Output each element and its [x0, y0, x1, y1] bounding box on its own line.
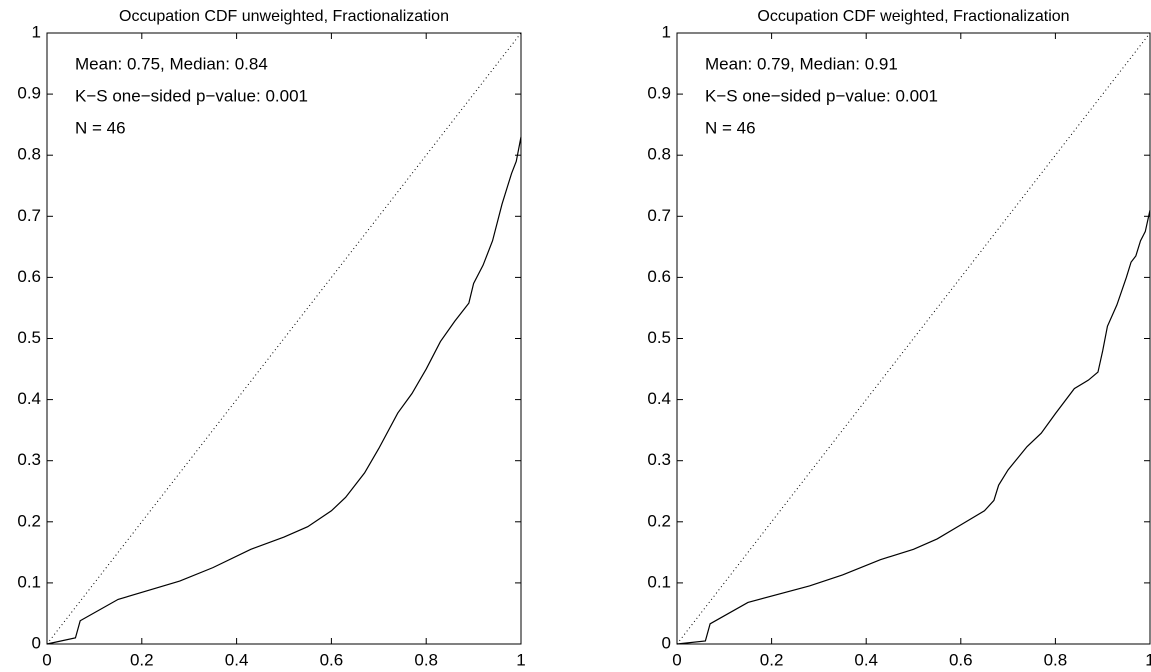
x-tick-label: 1: [516, 650, 525, 669]
annotation: K−S one−sided p−value: 0.001: [705, 86, 938, 105]
y-tick-label: 0.2: [647, 511, 671, 530]
y-tick-label: 1: [32, 22, 41, 41]
x-tick-label: 0.8: [414, 650, 438, 669]
y-tick-label: 0.7: [17, 206, 41, 225]
y-tick-label: 0: [32, 633, 41, 652]
y-tick-label: 0.5: [17, 328, 41, 347]
x-tick-label: 0.6: [320, 650, 344, 669]
y-tick-label: 0.9: [647, 84, 671, 103]
y-tick-label: 0.3: [17, 450, 41, 469]
x-tick-label: 0.4: [854, 650, 878, 669]
y-tick-label: 0.8: [647, 145, 671, 164]
x-tick-label: 0.8: [1044, 650, 1068, 669]
y-tick-label: 0.8: [17, 145, 41, 164]
y-tick-label: 1: [662, 22, 671, 41]
chart-title: Occupation CDF unweighted, Fractionaliza…: [119, 8, 449, 25]
cdf-line: [676, 210, 1151, 645]
reference-diagonal: [676, 32, 1151, 645]
y-tick-label: 0.7: [647, 206, 671, 225]
y-tick-label: 0: [662, 633, 671, 652]
y-tick-label: 0.4: [17, 389, 41, 408]
x-tick-label: 0.2: [760, 650, 784, 669]
chart-title: Occupation CDF weighted, Fractionalizati…: [757, 8, 1069, 25]
y-tick-label: 0.2: [17, 511, 41, 530]
y-tick-label: 0.5: [647, 328, 671, 347]
y-tick-label: 0.1: [647, 572, 671, 591]
y-tick-label: 0.6: [647, 267, 671, 286]
y-tick-label: 0.6: [17, 267, 41, 286]
y-tick-label: 0.4: [647, 389, 671, 408]
y-tick-label: 0.9: [17, 84, 41, 103]
annotation: Mean: 0.79, Median: 0.91: [705, 54, 898, 73]
x-tick-label: 0: [672, 650, 681, 669]
y-tick-label: 0.1: [17, 572, 41, 591]
annotation: N = 46: [705, 118, 756, 137]
y-tick-label: 0.3: [647, 450, 671, 469]
cdf-line: [46, 136, 522, 645]
x-tick-label: 0.4: [225, 650, 249, 669]
x-tick-label: 0.6: [949, 650, 973, 669]
x-tick-label: 1: [1145, 650, 1151, 669]
x-tick-label: 0: [42, 650, 51, 669]
reference-diagonal: [46, 32, 522, 645]
annotation: Mean: 0.75, Median: 0.84: [75, 54, 268, 73]
x-tick-label: 0.2: [130, 650, 154, 669]
annotation: K−S one−sided p−value: 0.001: [75, 86, 308, 105]
annotation: N = 46: [75, 118, 126, 137]
